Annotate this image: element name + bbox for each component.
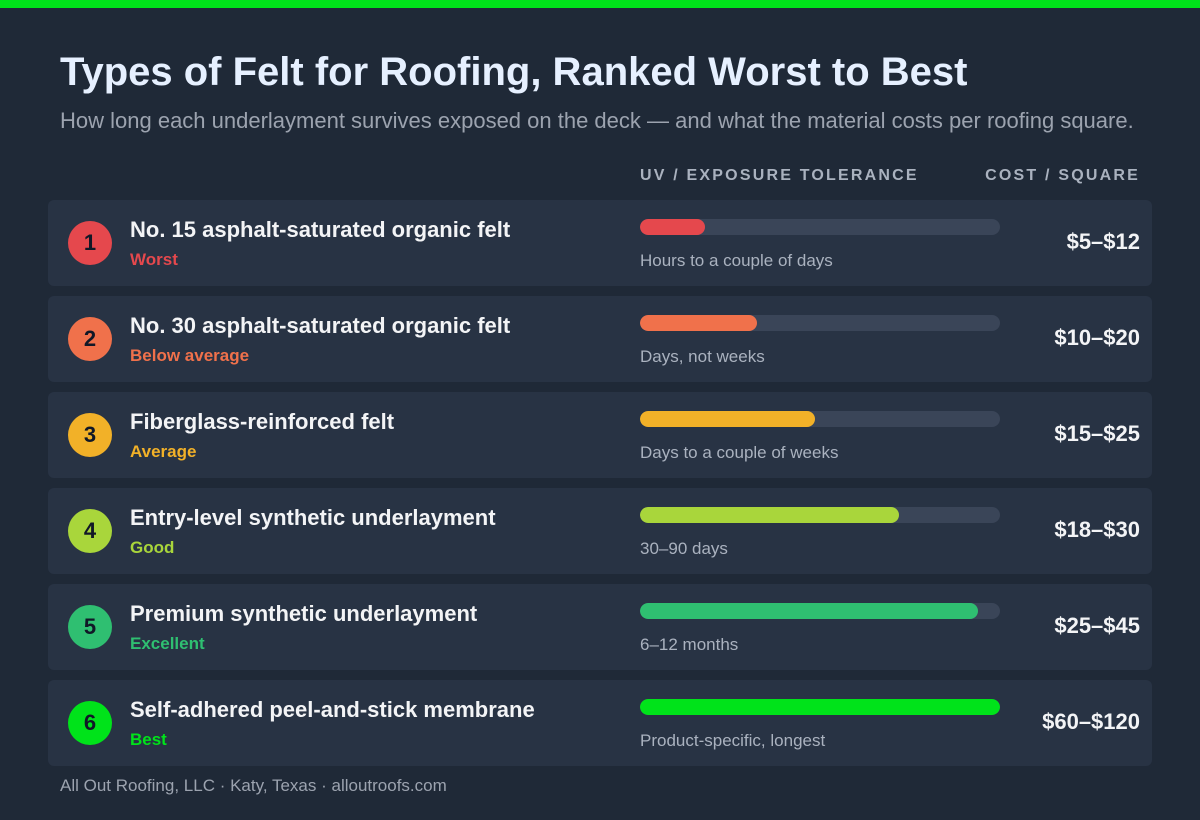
rating-label: Average bbox=[130, 442, 197, 461]
exposure-bar-fill bbox=[640, 315, 757, 331]
exposure-text: 6–12 months bbox=[640, 635, 739, 654]
exposure-text: Days to a couple of weeks bbox=[640, 443, 839, 462]
exposure-bar-track bbox=[640, 315, 1000, 331]
cost-value: $15–$25 bbox=[1054, 421, 1140, 446]
rank-badge: 3 bbox=[68, 413, 112, 457]
rating-label: Below average bbox=[130, 346, 250, 365]
column-header-cost: COST / SQUARE bbox=[985, 167, 1140, 184]
ranking-list: 1 No. 15 asphalt-saturated organic felt … bbox=[48, 200, 1152, 776]
rating-label: Worst bbox=[130, 250, 178, 269]
column-header-uv-exposure: UV / EXPOSURE TOLERANCE bbox=[640, 167, 919, 184]
rating-label: Excellent bbox=[130, 634, 205, 653]
cost-value: $5–$12 bbox=[1066, 229, 1140, 254]
ranking-row: 5 Premium synthetic underlayment Excelle… bbox=[48, 584, 1152, 670]
material-name: Entry-level synthetic underlayment bbox=[130, 505, 496, 530]
cost-value: $18–$30 bbox=[1054, 517, 1140, 542]
material-name: No. 15 asphalt-saturated organic felt bbox=[130, 217, 511, 242]
exposure-bar-track bbox=[640, 411, 1000, 427]
ranking-row: 1 No. 15 asphalt-saturated organic felt … bbox=[48, 200, 1152, 286]
exposure-bar-fill bbox=[640, 219, 705, 235]
exposure-bar-fill bbox=[640, 603, 979, 619]
material-name: Self-adhered peel-and-stick membrane bbox=[130, 697, 535, 722]
material-name: Premium synthetic underlayment bbox=[130, 601, 478, 626]
exposure-bar-track bbox=[640, 219, 1000, 235]
exposure-bar-track bbox=[640, 507, 1000, 523]
rating-label: Good bbox=[130, 538, 175, 557]
rank-badge: 4 bbox=[68, 509, 112, 553]
ranking-row: 3 Fiberglass-reinforced felt Average Day… bbox=[48, 392, 1152, 478]
exposure-text: Hours to a couple of days bbox=[640, 251, 833, 270]
cost-value: $25–$45 bbox=[1054, 613, 1140, 638]
exposure-text: 30–90 days bbox=[640, 539, 728, 558]
material-name: No. 30 asphalt-saturated organic felt bbox=[130, 313, 511, 338]
rating-label: Best bbox=[130, 730, 167, 749]
rank-badge: 2 bbox=[68, 317, 112, 361]
rank-badge: 6 bbox=[68, 701, 112, 745]
exposure-bar-fill bbox=[640, 507, 900, 523]
footer-credit: All Out Roofing, LLC · Katy, Texas · all… bbox=[60, 776, 447, 795]
top-accent-bar bbox=[0, 0, 1200, 8]
material-name: Fiberglass-reinforced felt bbox=[130, 409, 395, 434]
cost-value: $10–$20 bbox=[1054, 325, 1140, 350]
ranking-row: 4 Entry-level synthetic underlayment Goo… bbox=[48, 488, 1152, 574]
page-subtitle: How long each underlayment survives expo… bbox=[60, 108, 1134, 133]
rank-badge: 5 bbox=[68, 605, 112, 649]
page-title: Types of Felt for Roofing, Ranked Worst … bbox=[60, 50, 968, 94]
rank-badge: 1 bbox=[68, 221, 112, 265]
ranking-row: 2 No. 30 asphalt-saturated organic felt … bbox=[48, 296, 1152, 382]
exposure-text: Days, not weeks bbox=[640, 347, 765, 366]
exposure-text: Product-specific, longest bbox=[640, 731, 826, 750]
exposure-bar-track bbox=[640, 603, 1000, 619]
cost-value: $60–$120 bbox=[1042, 709, 1140, 734]
exposure-bar-fill bbox=[640, 699, 1000, 715]
ranking-row: 6 Self-adhered peel-and-stick membrane B… bbox=[48, 680, 1152, 766]
exposure-bar-fill bbox=[640, 411, 815, 427]
exposure-bar-track bbox=[640, 699, 1000, 715]
